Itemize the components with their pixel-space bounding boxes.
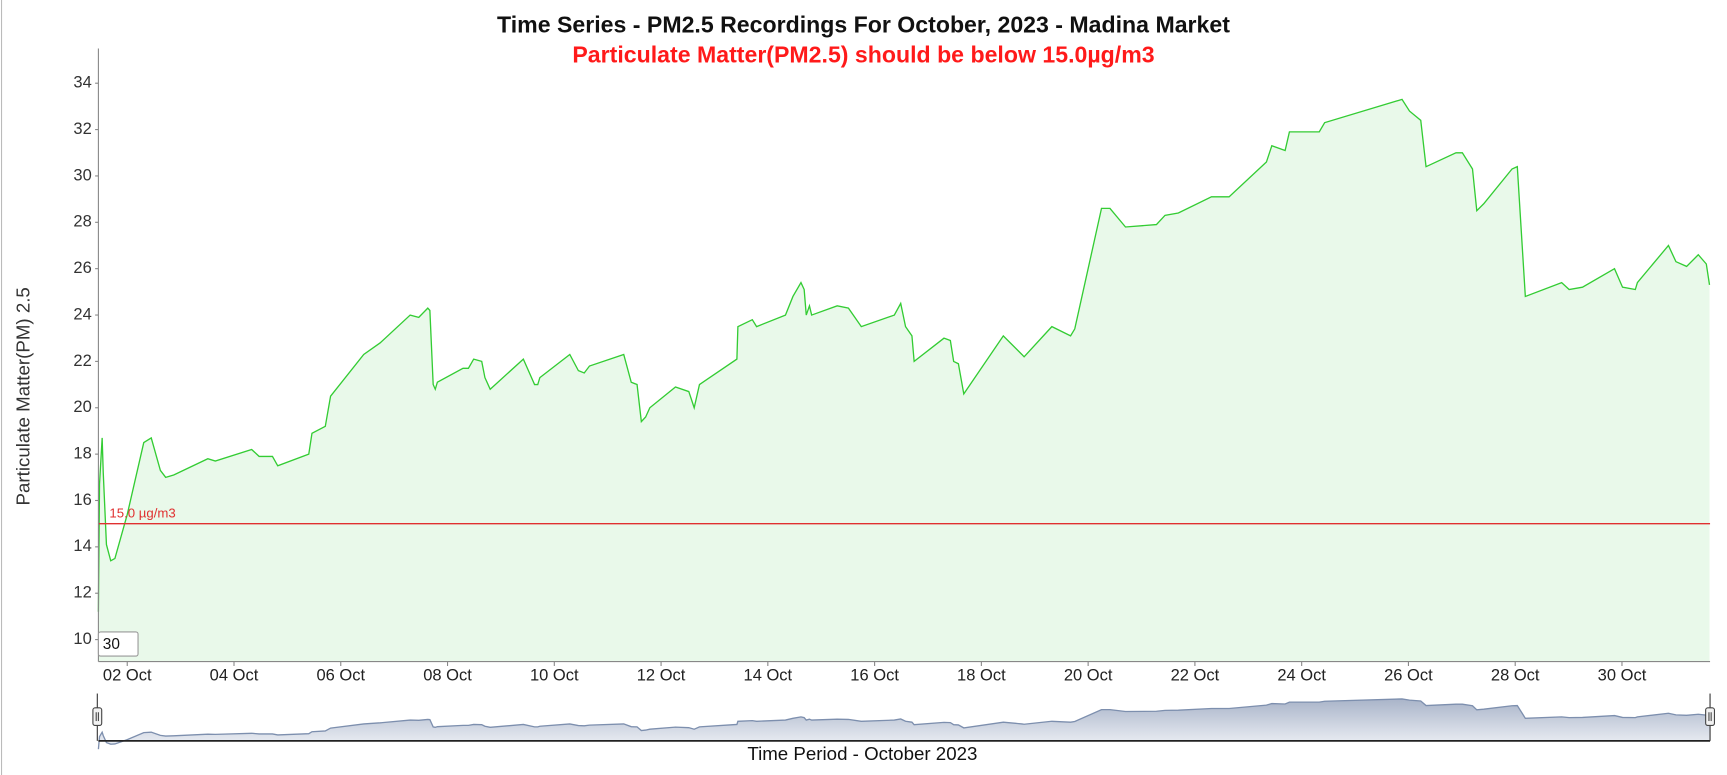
x-tick-label: 26 Oct [1384,666,1433,684]
navigator-handle[interactable] [1705,707,1716,727]
y-tick-label: 12 [73,584,91,602]
x-tick-label: 04 Oct [210,666,259,684]
y-tick-label: 34 [73,74,91,92]
chart-subtitle: Particulate Matter(PM2.5) should be belo… [572,41,1154,67]
area-fill [98,99,1710,662]
y-tick-label: 32 [73,120,91,138]
y-tick-label: 24 [73,305,91,323]
range-box [97,631,139,657]
y-axis-title: Particulate Matter(PM) 2.5 [13,287,34,505]
chart-title: Time Series - PM2.5 Recordings For Octob… [497,12,1230,38]
y-tick-label: 10 [73,630,91,648]
navigator-handle[interactable] [92,707,103,727]
x-tick-label: 16 Oct [850,666,899,684]
y-tick-label: 18 [73,444,91,462]
x-axis-title: Time Period - October 2023 [747,743,977,764]
x-tick-label: 14 Oct [744,666,793,684]
y-tick-label: 16 [73,491,91,509]
range-box-label: 30 [103,636,120,653]
x-tick-label: 22 Oct [1171,666,1220,684]
x-tick-label: 08 Oct [423,666,472,684]
x-tick-label: 24 Oct [1277,666,1326,684]
y-tick-label: 26 [73,259,91,277]
y-tick-label: 30 [73,166,91,184]
navigator-area [98,698,1711,750]
x-tick-label: 18 Oct [957,666,1006,684]
y-tick-label: 14 [73,537,91,555]
navigator-line [97,698,1710,750]
x-tick-label: 02 Oct [103,666,152,684]
x-tick-label: 06 Oct [316,666,365,684]
x-tick-label: 10 Oct [530,666,579,684]
threshold-label: 15.0 µg/m3 [109,505,175,520]
y-tick-label: 28 [73,213,91,231]
y-tick-label: 20 [73,398,91,416]
x-tick-label: 30 Oct [1598,666,1647,684]
series-line [97,98,1711,612]
x-tick-label: 28 Oct [1491,666,1540,684]
y-tick-label: 22 [73,352,91,370]
x-tick-label: 12 Oct [637,666,686,684]
x-tick-label: 20 Oct [1064,666,1113,684]
